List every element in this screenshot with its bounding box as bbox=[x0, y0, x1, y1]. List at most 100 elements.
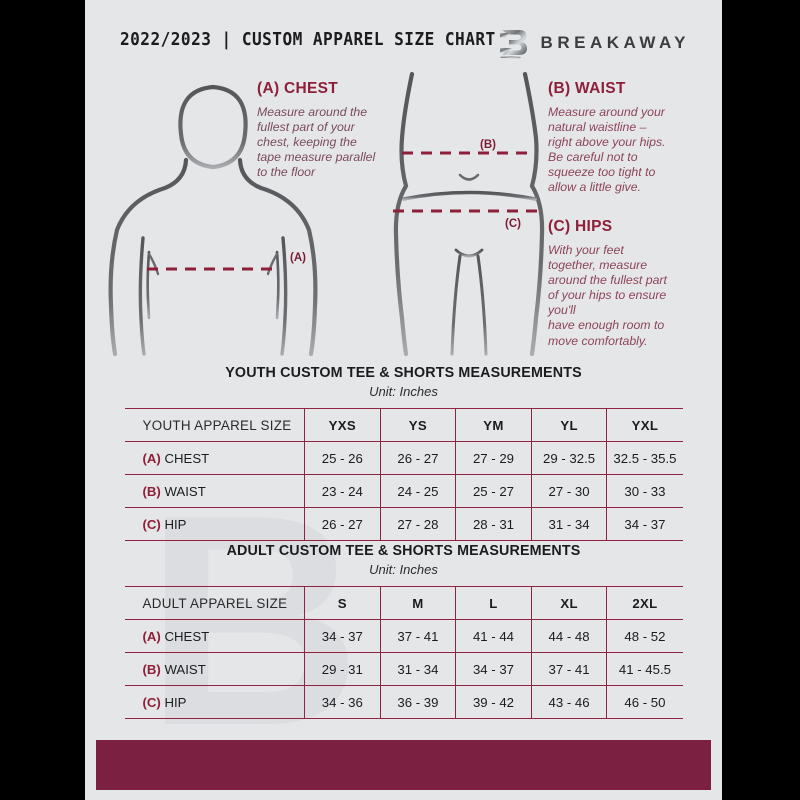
youth-column-header: YL bbox=[530, 408, 607, 442]
youth-size-column-header: YOUTH APPAREL SIZE bbox=[124, 408, 305, 442]
adult-row-label: (B) WAIST bbox=[124, 652, 305, 686]
adult-size-column-header: ADULT APPAREL SIZE bbox=[124, 586, 305, 620]
adult-measure-cell: 37 - 41 bbox=[379, 619, 456, 653]
adult-table-body: ADULT APPAREL SIZE S M L XL 2XL (A) CHEST 34 - … bbox=[124, 586, 683, 719]
youth-row-label: (C) HIP bbox=[124, 507, 305, 541]
youth-measure-cell: 23 - 24 bbox=[304, 474, 381, 508]
page-header: 2022/2023 | CUSTOM APPAREL SIZE CHART BR… bbox=[85, 26, 722, 60]
hips-guide-heading: (C) HIPS bbox=[548, 218, 613, 235]
navel-mark bbox=[458, 173, 480, 181]
measure-name: CHEST bbox=[160, 450, 210, 466]
adult-measure-cell: 46 - 50 bbox=[606, 685, 683, 719]
hips-guide-block: (C) HIPS With your feet together, measur… bbox=[548, 218, 720, 349]
adult-measure-cell: 34 - 37 bbox=[304, 619, 381, 653]
youth-row-label: (B) WAIST bbox=[124, 474, 305, 508]
table-row: (A) CHEST 34 - 37 37 - 41 41 - 44 44 - 48 48 … bbox=[124, 619, 683, 653]
adult-column-header: L bbox=[455, 586, 532, 620]
upper-body-figure bbox=[108, 84, 318, 357]
adult-measure-cell: 37 - 41 bbox=[530, 652, 607, 686]
youth-measure-cell: 26 - 27 bbox=[304, 507, 381, 541]
youth-measure-cell: 26 - 27 bbox=[379, 441, 456, 475]
youth-measure-cell: 34 - 37 bbox=[606, 507, 683, 541]
adult-measure-cell: 34 - 37 bbox=[455, 652, 532, 686]
measure-tag: (C) bbox=[142, 516, 161, 532]
adult-measure-cell: 44 - 48 bbox=[530, 619, 607, 653]
youth-column-header: YXS bbox=[304, 408, 381, 442]
table-row: (B) WAIST 23 - 24 24 - 25 25 - 27 27 - 30 30 … bbox=[124, 474, 683, 508]
lower-body-figure bbox=[393, 71, 545, 357]
youth-table-unit: Unit: Inches bbox=[369, 384, 438, 399]
youth-measure-cell: 32.5 - 35.5 bbox=[606, 441, 683, 475]
table-row: (A) CHEST 25 - 26 26 - 27 27 - 29 29 - 32.5 3… bbox=[124, 441, 683, 475]
adult-measure-cell: 43 - 46 bbox=[530, 685, 607, 719]
brand-lockup: BREAKAWAY bbox=[499, 26, 690, 60]
adult-size-table: ADULT APPAREL SIZE S M L XL 2XL (A) CHEST 34 - … bbox=[124, 586, 683, 719]
breakaway-b-logo-icon bbox=[499, 30, 527, 59]
adult-measure-cell: 36 - 39 bbox=[379, 685, 456, 719]
youth-measure-cell: 30 - 33 bbox=[606, 474, 683, 508]
youth-measurements-section: YOUTH CUSTOM TEE & SHORTS MEASUREMENTS U… bbox=[85, 365, 722, 541]
youth-measure-cell: 29 - 32.5 bbox=[530, 441, 607, 475]
hips-guide-body: With your feet together, measure around … bbox=[548, 243, 667, 348]
measure-name: WAIST bbox=[160, 661, 206, 677]
adult-column-header: XL bbox=[530, 586, 607, 620]
measure-name: HIP bbox=[160, 516, 187, 532]
adult-measure-cell: 41 - 45.5 bbox=[606, 652, 683, 686]
measure-name: HIP bbox=[160, 694, 187, 710]
measure-name: CHEST bbox=[160, 628, 210, 644]
adult-measurements-section: ADULT CUSTOM TEE & SHORTS MEASUREMENTS U… bbox=[85, 543, 722, 719]
youth-header-row: YOUTH APPAREL SIZE YXS YS YM YL YXL bbox=[124, 408, 683, 442]
adult-measure-cell: 41 - 44 bbox=[455, 619, 532, 653]
adult-measure-cell: 48 - 52 bbox=[606, 619, 683, 653]
youth-measure-cell: 24 - 25 bbox=[379, 474, 456, 508]
measure-tag: (A) bbox=[142, 450, 161, 466]
adult-measure-cell: 29 - 31 bbox=[304, 652, 381, 686]
youth-size-table: YOUTH APPAREL SIZE YXS YS YM YL YXL (A) CHEST 2… bbox=[124, 408, 683, 541]
youth-measure-cell: 31 - 34 bbox=[530, 507, 607, 541]
waist-guide-heading: (B) WAIST bbox=[548, 80, 626, 97]
footer-bar bbox=[96, 740, 711, 790]
waist-guide-body: Measure around your natural waistline – … bbox=[548, 105, 666, 195]
waist-measure-label: (B) bbox=[480, 139, 496, 151]
youth-row-label: (A) CHEST bbox=[124, 441, 305, 475]
measure-name: WAIST bbox=[160, 483, 206, 499]
chest-guide-body: Measure around the fullest part of your … bbox=[257, 105, 376, 180]
measure-tag: (B) bbox=[142, 483, 161, 499]
adult-header-row: ADULT APPAREL SIZE S M L XL 2XL bbox=[124, 586, 683, 620]
table-row: (B) WAIST 29 - 31 31 - 34 34 - 37 37 - 41 41 … bbox=[124, 652, 683, 686]
adult-table-unit: Unit: Inches bbox=[369, 562, 438, 577]
youth-measure-cell: 27 - 29 bbox=[455, 441, 532, 475]
youth-measure-cell: 27 - 28 bbox=[379, 507, 456, 541]
youth-table-title: YOUTH CUSTOM TEE & SHORTS MEASUREMENTS bbox=[225, 365, 582, 381]
size-chart-page: B 2022/2023 | CUSTOM APPAREL SIZE CHART bbox=[85, 0, 722, 800]
chest-guide-block: (A) CHEST Measure around the fullest par… bbox=[257, 80, 417, 180]
table-row: (C) HIP 34 - 36 36 - 39 39 - 42 43 - 46 46 - … bbox=[124, 685, 683, 719]
body-outline bbox=[393, 71, 545, 357]
youth-table-body: YOUTH APPAREL SIZE YXS YS YM YL YXL (A) CHEST 2… bbox=[124, 408, 683, 541]
page-title: 2022/2023 | CUSTOM APPAREL SIZE CHART bbox=[120, 30, 496, 50]
hip-measure-label: (C) bbox=[505, 218, 521, 230]
adult-table-title: ADULT CUSTOM TEE & SHORTS MEASUREMENTS bbox=[226, 543, 581, 559]
chest-measure-label: (A) bbox=[290, 252, 306, 264]
measure-tag: (B) bbox=[142, 661, 161, 677]
youth-column-header: YS bbox=[379, 408, 456, 442]
youth-column-header: YXL bbox=[606, 408, 683, 442]
youth-measure-cell: 27 - 30 bbox=[530, 474, 607, 508]
chest-guide-heading: (A) CHEST bbox=[257, 80, 339, 97]
measurement-illustration: (A) (B) (C) ( bbox=[85, 68, 722, 358]
table-row: (C) HIP 26 - 27 27 - 28 28 - 31 31 - 34 34 - … bbox=[124, 507, 683, 541]
adult-column-header: S bbox=[304, 586, 381, 620]
adult-row-label: (C) HIP bbox=[124, 685, 305, 719]
youth-measure-cell: 28 - 31 bbox=[455, 507, 532, 541]
adult-row-label: (A) CHEST bbox=[124, 619, 305, 653]
adult-column-header: 2XL bbox=[606, 586, 683, 620]
adult-measure-cell: 31 - 34 bbox=[379, 652, 456, 686]
body-outline bbox=[108, 84, 318, 357]
waist-guide-block: (B) WAIST Measure around your natural wa… bbox=[548, 80, 714, 196]
measure-tag: (A) bbox=[142, 628, 161, 644]
adult-column-header: M bbox=[379, 586, 456, 620]
measure-tag: (C) bbox=[142, 694, 161, 710]
brand-name: BREAKAWAY bbox=[540, 33, 690, 52]
youth-column-header: YM bbox=[455, 408, 532, 442]
adult-measure-cell: 34 - 36 bbox=[304, 685, 381, 719]
